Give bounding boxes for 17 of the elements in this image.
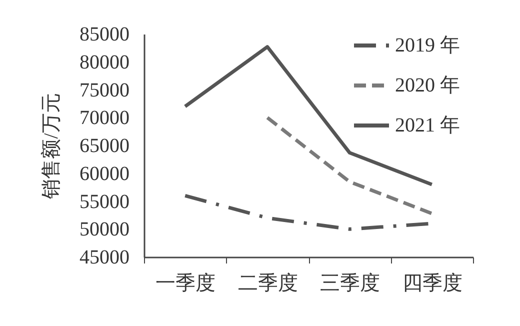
y-axis-title: 销售额/万元 — [40, 93, 62, 200]
x-tick-label: 三季度 — [320, 272, 380, 294]
y-tick-label: 45000 — [80, 246, 130, 268]
y-tick-label: 50000 — [80, 218, 130, 241]
x-tick-label: 四季度 — [402, 272, 462, 294]
y-tick-label: 80000 — [80, 51, 130, 74]
legend-label: 2021 年 — [395, 114, 460, 136]
y-tick-label: 65000 — [80, 135, 130, 157]
y-tick-label: 85000 — [80, 24, 130, 46]
x-tick-label: 一季度 — [156, 272, 216, 294]
y-tick-label: 60000 — [80, 162, 130, 185]
legend-label: 2019 年 — [395, 34, 460, 56]
y-tick-label: 55000 — [80, 190, 130, 213]
legend-label: 2020 年 — [395, 74, 460, 96]
x-tick-label: 二季度 — [238, 272, 298, 294]
y-tick-label: 70000 — [80, 107, 130, 130]
y-tick-label: 75000 — [80, 79, 130, 102]
